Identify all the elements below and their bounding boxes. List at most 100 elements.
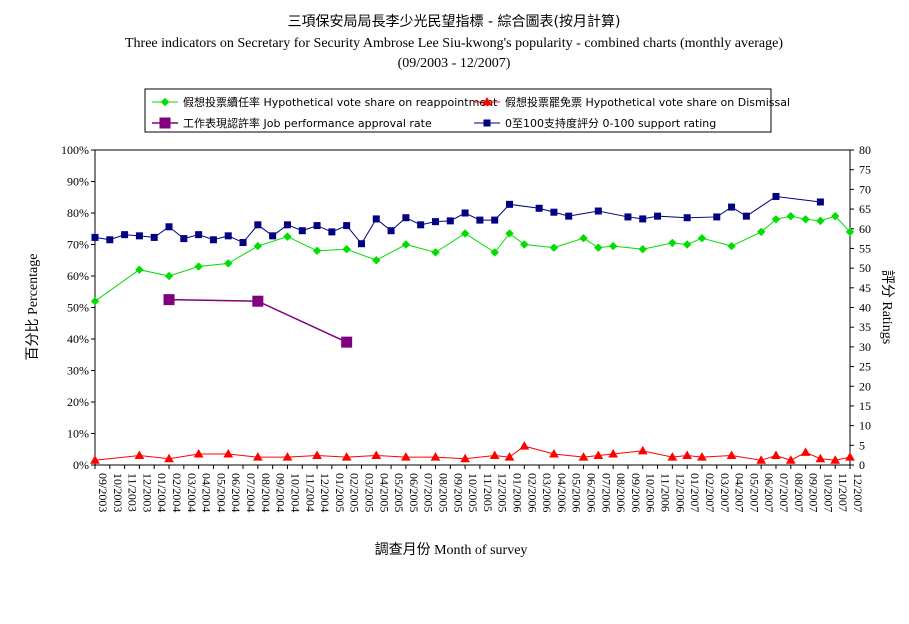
data-point-dismissal — [460, 453, 470, 463]
data-point-reappointment — [682, 240, 692, 249]
legend-label-dismissal: 假想投票罷免票 Hypothetical vote share on Dismi… — [505, 95, 790, 109]
y-right-tick-label: 0 — [859, 458, 865, 472]
y-right-tick-label: 75 — [859, 163, 871, 177]
data-point-dismissal — [608, 448, 618, 458]
data-point-dismissal — [593, 450, 604, 460]
x-tick-label: 12/2003 — [140, 473, 154, 512]
data-point-reappointment — [579, 233, 588, 243]
data-point-dismissal — [726, 450, 737, 460]
y-left-tick-label: 80% — [67, 206, 89, 220]
data-point-support — [506, 200, 514, 208]
y-right-tick-label: 5 — [859, 438, 865, 452]
data-point-support — [535, 204, 543, 212]
data-point-reappointment — [224, 259, 233, 268]
data-point-support — [195, 231, 203, 239]
legend: 假想投票續任率 Hypothetical vote share on reapp… — [144, 88, 790, 133]
y-right-tick-label: 50 — [859, 261, 871, 275]
data-point-support — [209, 236, 217, 244]
x-tick-label: 05/2006 — [570, 473, 584, 512]
data-point-support — [461, 209, 469, 217]
x-tick-label: 10/2003 — [111, 473, 125, 512]
data-point-reappointment — [786, 211, 795, 221]
x-tick-label: 03/2006 — [540, 473, 554, 512]
y-right-tick-label: 10 — [859, 419, 871, 433]
data-point-dismissal — [489, 450, 500, 460]
y-right-tick-label: 70 — [859, 182, 871, 196]
x-tick-label: 04/2006 — [555, 473, 569, 512]
data-point-dismissal — [252, 452, 263, 461]
x-tick-label: 11/2004 — [303, 473, 317, 512]
x-tick-label: 06/2006 — [585, 473, 599, 512]
data-point-support — [431, 218, 439, 226]
x-tick-label: 11/2006 — [659, 473, 673, 512]
x-tick-label: 11/2005 — [481, 473, 495, 512]
data-point-reappointment — [771, 215, 781, 224]
data-point-support — [165, 223, 173, 231]
x-tick-label: 05/2004 — [214, 473, 228, 512]
data-point-support — [328, 228, 336, 236]
data-point-reappointment — [638, 245, 647, 254]
data-point-support — [565, 212, 573, 220]
plot-frame — [94, 149, 851, 466]
data-point-reappointment — [727, 241, 736, 251]
data-point-reappointment — [608, 241, 618, 251]
legend-item-approval: 工作表現認許率 Job performance approval rate — [152, 116, 432, 130]
x-tick-label: 01/2007 — [688, 473, 702, 512]
data-point-reappointment — [697, 233, 707, 243]
data-point-dismissal — [193, 448, 204, 458]
y-axis-left-label: 百分比 Percentage — [25, 254, 41, 361]
data-point-approval — [252, 295, 264, 307]
data-point-dismissal — [134, 450, 145, 460]
x-tick-label: 09/2004 — [274, 473, 288, 512]
data-point-reappointment — [135, 265, 144, 274]
data-point-support — [446, 217, 454, 225]
data-point-support — [283, 221, 291, 229]
data-point-support — [121, 231, 129, 239]
x-tick-label: 11/2003 — [126, 473, 140, 512]
x-tick-label: 05/2005 — [392, 473, 406, 512]
x-tick-label: 12/2006 — [673, 473, 687, 512]
data-point-reappointment — [594, 243, 603, 252]
legend-label-approval: 工作表現認許率 Job performance approval rate — [183, 116, 432, 130]
y-left-tick-label: 30% — [67, 364, 89, 378]
y-left-tick-label: 50% — [67, 301, 89, 315]
x-tick-label: 12/2007 — [851, 473, 865, 512]
y-left-tick-label: 10% — [67, 427, 89, 441]
data-point-dismissal — [756, 455, 767, 464]
x-tick-label: 02/2005 — [348, 473, 362, 512]
x-tick-label: 01/2004 — [155, 473, 169, 512]
data-point-reappointment — [845, 227, 855, 237]
x-tick-label: 08/2006 — [614, 473, 628, 512]
data-point-support — [298, 227, 306, 235]
y-left-tick-label: 60% — [67, 269, 89, 283]
data-point-reappointment — [460, 229, 470, 238]
data-point-reappointment — [830, 211, 840, 221]
series-approval — [163, 294, 353, 348]
x-tick-label: 09/2007 — [807, 473, 821, 512]
data-point-dismissal — [697, 452, 707, 461]
x-tick-label: 12/2004 — [318, 473, 332, 512]
data-point-reappointment — [90, 296, 100, 306]
data-point-dismissal — [845, 452, 855, 461]
x-tick-label: 07/2007 — [777, 473, 791, 512]
data-point-support — [594, 207, 602, 215]
chart-date-range: (09/2003 - 12/2007) — [398, 56, 511, 71]
x-axis-label: 調查月份 Month of survey — [375, 542, 528, 558]
data-point-dismissal — [312, 450, 322, 460]
x-tick-label: 06/2004 — [229, 473, 243, 512]
data-point-support — [224, 232, 232, 240]
data-point-support — [91, 233, 99, 241]
data-point-support — [372, 215, 380, 223]
data-point-support — [254, 221, 262, 229]
series-line-reappointment — [94, 215, 851, 302]
x-tick-label: 10/2006 — [644, 473, 658, 512]
x-tick-label: 01/2005 — [333, 473, 347, 512]
data-point-support — [476, 216, 484, 224]
data-point-approval — [341, 336, 353, 348]
y-right-tick-label: 80 — [859, 143, 871, 157]
chart-subtitle: Three indicators on Secretary for Securi… — [125, 36, 783, 51]
data-point-dismissal — [815, 453, 826, 463]
series-line-dismissal — [94, 445, 851, 461]
y-right-tick-label: 65 — [859, 202, 871, 216]
